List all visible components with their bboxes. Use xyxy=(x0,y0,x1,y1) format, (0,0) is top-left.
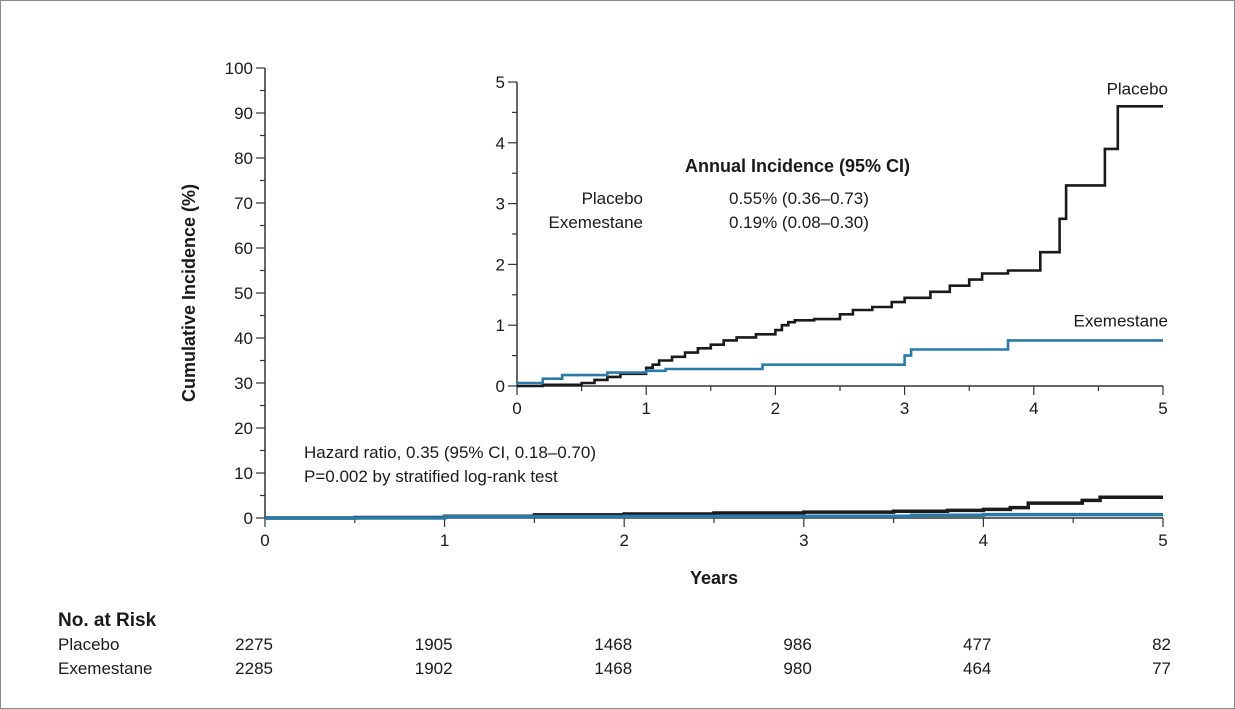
main-x-tick-label: 5 xyxy=(1158,531,1167,550)
main-y-tick-label: 40 xyxy=(234,329,253,348)
risk-cell: 464 xyxy=(963,659,991,678)
main-x-tick-label: 3 xyxy=(799,531,808,550)
risk-row-label-placebo: Placebo xyxy=(58,635,119,654)
main-y-tick-label: 70 xyxy=(234,194,253,213)
main-y-tick-label: 20 xyxy=(234,419,253,438)
risk-table-rows: Placebo 2275 1905 1468 986 477 82 Exemestane 228… xyxy=(58,635,1171,678)
risk-cell: 1902 xyxy=(415,659,453,678)
risk-cell: 2275 xyxy=(235,635,273,654)
risk-row-label-exemestane: Exemestane xyxy=(58,659,153,678)
main-y-tick-label: 100 xyxy=(225,59,253,78)
inset-y-tick-label: 2 xyxy=(496,255,505,274)
main-y-tick-label: 80 xyxy=(234,149,253,168)
inset-title: Annual Incidence (95% CI) xyxy=(685,156,910,176)
inset-y-tick-label: 1 xyxy=(496,316,505,335)
main-y-axis-title: Cumulative Incidence (%) xyxy=(179,184,199,402)
inset-label-exemestane: Exemestane xyxy=(1074,311,1169,330)
p-value-text: P=0.002 by stratified log-rank test xyxy=(304,467,558,486)
risk-cell: 82 xyxy=(1152,635,1171,654)
inset-legend-value-placebo: 0.55% (0.36–0.73) xyxy=(729,189,869,208)
inset-x-tick-label: 0 xyxy=(512,399,521,418)
inset-x-tick-label: 2 xyxy=(771,399,780,418)
risk-cell: 477 xyxy=(963,635,991,654)
inset-series-placebo xyxy=(517,105,1163,388)
inset-y-tick-label: 5 xyxy=(496,73,505,92)
main-x-axis-title: Years xyxy=(690,568,738,588)
inset-x-tick-label: 5 xyxy=(1158,399,1167,418)
risk-cell: 1468 xyxy=(594,635,632,654)
inset-background xyxy=(477,70,1193,422)
inset-x-tick-label: 4 xyxy=(1029,399,1038,418)
inset-x-tick-label: 3 xyxy=(900,399,909,418)
risk-cell: 2285 xyxy=(235,659,273,678)
inset-y-tick-label: 4 xyxy=(496,134,505,153)
hazard-ratio-text: Hazard ratio, 0.35 (95% CI, 0.18–0.70) xyxy=(304,443,596,462)
risk-cell: 1468 xyxy=(594,659,632,678)
main-y-tick-label: 50 xyxy=(234,284,253,303)
main-series-exemestane xyxy=(265,512,1163,520)
inset-legend-name-exemestane: Exemestane xyxy=(549,213,644,232)
main-x-tick-label: 2 xyxy=(619,531,628,550)
inset-x-tick-label: 1 xyxy=(641,399,650,418)
main-y-tick-label: 30 xyxy=(234,374,253,393)
main-y-tick-label: 90 xyxy=(234,104,253,123)
risk-cell: 980 xyxy=(783,659,811,678)
inset-y-tick-label: 0 xyxy=(496,377,505,396)
inset-series-exemestane xyxy=(517,339,1163,385)
risk-cell: 986 xyxy=(783,635,811,654)
inset-y-tick-label: 3 xyxy=(496,195,505,214)
main-y-tick-label: 0 xyxy=(244,509,253,528)
main-y-tick-label: 60 xyxy=(234,239,253,258)
inset-legend-name-placebo: Placebo xyxy=(582,189,643,208)
inset-label-placebo: Placebo xyxy=(1107,79,1168,98)
inset-plot: 0 1 2 3 4 5 0 1 2 3 4 5 Placebo Exemestane xyxy=(477,70,1193,422)
inset-legend-value-exemestane: 0.19% (0.08–0.30) xyxy=(729,213,869,232)
main-x-tick-label: 1 xyxy=(440,531,449,550)
main-y-tick-label: 10 xyxy=(234,464,253,483)
main-x-tick-label: 0 xyxy=(260,531,269,550)
risk-cell: 77 xyxy=(1152,659,1171,678)
main-x-tick-label: 4 xyxy=(979,531,988,550)
risk-cell: 1905 xyxy=(415,635,453,654)
risk-table-title: No. at Risk xyxy=(58,610,157,631)
